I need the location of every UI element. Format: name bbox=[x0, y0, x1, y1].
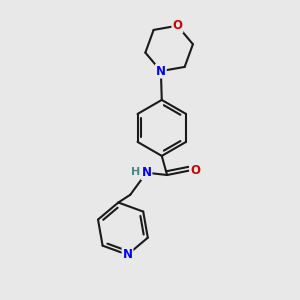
Text: N: N bbox=[122, 248, 133, 261]
Text: H: H bbox=[131, 167, 140, 177]
Text: N: N bbox=[156, 64, 166, 78]
Text: N: N bbox=[142, 166, 152, 179]
Text: O: O bbox=[172, 19, 182, 32]
Text: O: O bbox=[190, 164, 200, 177]
